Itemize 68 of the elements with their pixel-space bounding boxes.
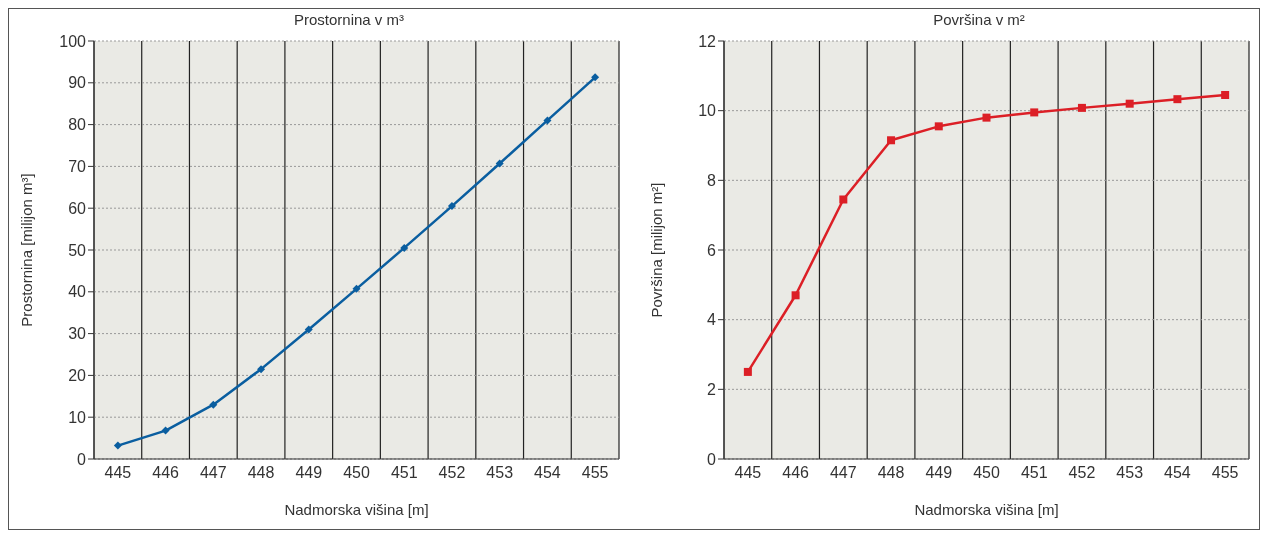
point	[209, 400, 218, 409]
y-tick-label: 60	[68, 199, 87, 217]
point	[982, 113, 991, 122]
x-tick-label: 453	[1116, 464, 1144, 482]
x-tick-label: 445	[734, 464, 762, 482]
y-tick-label: 2	[707, 381, 717, 399]
x-tick-label: 448	[247, 464, 275, 482]
y-tick-label: 0	[707, 450, 717, 468]
x-tick-label: 450	[973, 464, 1000, 482]
x-tick-label: 445	[104, 464, 132, 482]
y-tick-label: 40	[68, 283, 87, 301]
point	[839, 195, 848, 204]
point	[791, 291, 800, 300]
point	[934, 122, 943, 131]
y-tick-label: 80	[68, 116, 87, 134]
x-tick-label: 455	[1211, 464, 1239, 482]
point	[495, 159, 504, 168]
point	[1221, 90, 1230, 99]
chart-title: Prostornina v m³	[292, 10, 405, 30]
y-tick-label: 70	[68, 158, 87, 176]
x-tick-label: 447	[829, 464, 857, 482]
y-axis-title: Prostornina [milijon m³]	[18, 173, 36, 327]
point	[591, 73, 600, 82]
point	[400, 243, 409, 252]
y-tick-label: 8	[707, 172, 717, 190]
point	[1030, 108, 1039, 117]
x-tick-label: 446	[152, 464, 180, 482]
y-tick-label: 4	[707, 311, 717, 329]
y-tick-label: 50	[68, 241, 87, 259]
x-tick-label: 448	[877, 464, 905, 482]
point	[1125, 99, 1134, 108]
y-tick-label: 90	[68, 74, 87, 92]
point	[304, 325, 313, 334]
x-tick-label: 449	[925, 464, 953, 482]
y-axis-title: Površina [milijon m²]	[648, 182, 666, 318]
y-tick-label: 20	[68, 367, 87, 385]
chart-title: Površina v m²	[932, 10, 1026, 30]
x-tick-label: 454	[534, 464, 561, 482]
x-tick-label: 454	[1164, 464, 1191, 482]
y-tick-label: 6	[707, 241, 717, 259]
point	[113, 441, 122, 450]
y-tick-label: 10	[698, 102, 717, 120]
x-tick-label: 451	[390, 464, 418, 482]
x-axis-title: Nadmorska višina [m]	[284, 501, 429, 518]
y-tick-label: 100	[59, 32, 87, 50]
y-tick-label: 10	[68, 408, 87, 426]
x-tick-label: 452	[438, 464, 466, 482]
point	[447, 202, 456, 211]
y-tick-label: 12	[698, 32, 717, 50]
point	[161, 426, 170, 435]
x-tick-label: 449	[295, 464, 323, 482]
x-tick-label: 447	[199, 464, 227, 482]
x-tick-label: 452	[1068, 464, 1096, 482]
x-tick-label: 455	[581, 464, 609, 482]
point	[1173, 95, 1182, 104]
point	[352, 284, 361, 293]
x-tick-label: 446	[782, 464, 810, 482]
point	[743, 367, 752, 376]
x-tick-label: 453	[486, 464, 514, 482]
point	[257, 365, 266, 374]
x-tick-label: 450	[343, 464, 370, 482]
x-tick-label: 451	[1020, 464, 1048, 482]
point	[1077, 103, 1086, 112]
point	[543, 116, 552, 125]
y-tick-label: 0	[77, 450, 87, 468]
point	[887, 136, 896, 145]
y-tick-label: 30	[68, 325, 87, 343]
x-axis-title: Nadmorska višina [m]	[914, 501, 1059, 518]
